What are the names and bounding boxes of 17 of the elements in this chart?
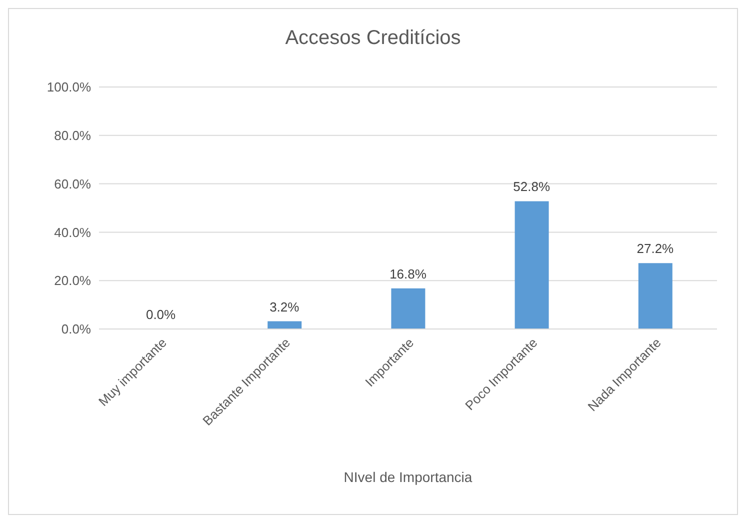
bar xyxy=(268,321,302,329)
chart-title: Accesos Creditícios xyxy=(284,27,462,50)
y-tick-label: 60.0% xyxy=(54,176,92,192)
bar xyxy=(638,263,672,329)
y-tick-label: 100.0% xyxy=(46,80,92,95)
y-tick-label: 0.0% xyxy=(61,322,92,337)
bar xyxy=(514,201,549,329)
data-label: 0.0% xyxy=(146,307,176,322)
data-label: 52.8% xyxy=(513,179,550,194)
data-label: 3.2% xyxy=(270,299,300,314)
data-label: 27.2% xyxy=(636,241,674,256)
y-tick-label: 80.0% xyxy=(54,128,92,144)
bar xyxy=(391,288,426,329)
x-axis-title: NIvel de Importancia xyxy=(344,469,472,485)
y-tick-label: 40.0% xyxy=(54,224,92,240)
y-tick-label: 20.0% xyxy=(54,273,92,288)
data-label: 16.8% xyxy=(390,266,427,282)
